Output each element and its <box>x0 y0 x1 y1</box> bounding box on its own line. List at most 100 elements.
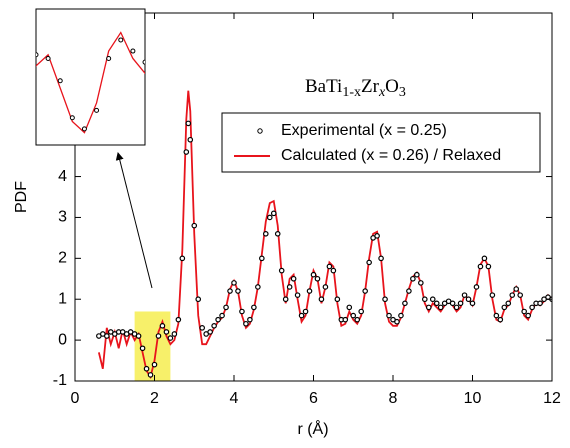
data-point <box>183 149 190 155</box>
data-point <box>501 304 508 311</box>
formula-part: 1-x <box>342 85 361 100</box>
data-point <box>362 288 368 294</box>
data-point <box>402 300 408 307</box>
data-point <box>235 288 241 294</box>
data-point <box>211 322 217 329</box>
data-point <box>326 263 333 270</box>
inset-point <box>57 78 63 84</box>
data-point <box>418 280 424 286</box>
data-point <box>259 255 265 262</box>
data-point <box>143 365 150 372</box>
inset-point <box>69 115 75 121</box>
data-point <box>414 271 420 278</box>
data-point <box>104 333 110 339</box>
formula-part: O <box>385 76 399 97</box>
data-point <box>354 316 361 323</box>
data-point <box>195 296 202 303</box>
data-point <box>191 222 198 229</box>
inset-point <box>106 55 112 61</box>
x-tick-label: 4 <box>230 390 239 407</box>
formula-annotation: BaTi1-xZrxO3 <box>305 76 406 100</box>
x-tick-label: 2 <box>150 390 159 407</box>
data-point <box>147 372 154 378</box>
data-point <box>270 210 277 217</box>
y-tick-label: 0 <box>58 331 67 348</box>
data-point <box>215 316 221 323</box>
legend-label: Calculated (x = 0.26) / Relaxed <box>281 147 501 164</box>
data-point <box>310 271 317 278</box>
inset-point <box>94 107 100 113</box>
data-point <box>159 322 166 329</box>
formula-part: BaTi <box>305 76 342 97</box>
y-axis-label: PDF <box>13 181 30 213</box>
data-point <box>318 296 325 303</box>
x-tick-label: 0 <box>71 390 80 407</box>
data-point <box>135 333 142 339</box>
data-point <box>513 286 520 292</box>
data-point <box>294 292 301 298</box>
data-point <box>171 331 178 337</box>
data-point <box>433 300 440 307</box>
data-point <box>306 288 313 294</box>
data-point <box>398 312 404 319</box>
data-point <box>342 316 349 323</box>
data-point <box>505 300 512 307</box>
data-point <box>239 308 245 315</box>
y-tick-label: 3 <box>58 209 67 226</box>
formula-part: Zr <box>361 76 380 97</box>
data-point <box>509 292 516 298</box>
data-point <box>175 316 182 323</box>
data-point <box>489 292 496 298</box>
x-axis-label: r (Å) <box>297 419 328 438</box>
inset-point <box>142 59 145 65</box>
data-point <box>394 318 400 325</box>
data-point <box>457 300 464 307</box>
legend-box <box>221 112 541 173</box>
data-point <box>449 300 456 307</box>
data-point <box>223 304 229 311</box>
data-point <box>255 284 261 290</box>
data-point <box>366 259 372 266</box>
legend-marker <box>257 128 263 134</box>
inset-plot <box>36 31 145 134</box>
data-line <box>97 90 552 380</box>
inset-point <box>81 126 87 132</box>
data-point <box>493 312 500 319</box>
inset-point <box>130 48 136 54</box>
data-point <box>386 312 392 319</box>
inset-frame <box>35 8 146 146</box>
x-tick-label: 12 <box>543 390 561 407</box>
data-point <box>227 288 233 294</box>
x-tick-label: 6 <box>309 390 318 407</box>
data-point <box>485 263 492 270</box>
data-point <box>251 304 257 311</box>
data-point <box>358 308 365 315</box>
data-point <box>302 308 309 315</box>
y-tick-label: 1 <box>58 290 67 307</box>
data-point <box>421 296 428 303</box>
legend-label: Experimental (x = 0.25) <box>281 122 447 139</box>
data-point <box>282 296 289 303</box>
data-point <box>290 275 297 282</box>
data-point <box>163 329 170 335</box>
x-tick-label: 10 <box>464 390 482 407</box>
data-point <box>453 304 460 311</box>
data-point <box>529 304 535 311</box>
data-point <box>298 312 305 319</box>
data-point <box>334 296 341 303</box>
y-tick-label: 2 <box>58 250 67 267</box>
data-point <box>155 333 162 339</box>
data-point <box>185 120 192 127</box>
data-point <box>382 296 388 303</box>
data-point <box>243 320 249 327</box>
data-point <box>219 312 225 319</box>
data-point <box>497 316 504 323</box>
y-tick-label: -1 <box>53 372 67 389</box>
data-point <box>425 304 432 311</box>
data-point <box>517 292 524 298</box>
data-point <box>469 300 476 307</box>
formula-part: 3 <box>399 85 406 100</box>
data-point <box>179 255 186 262</box>
data-point <box>231 280 237 286</box>
